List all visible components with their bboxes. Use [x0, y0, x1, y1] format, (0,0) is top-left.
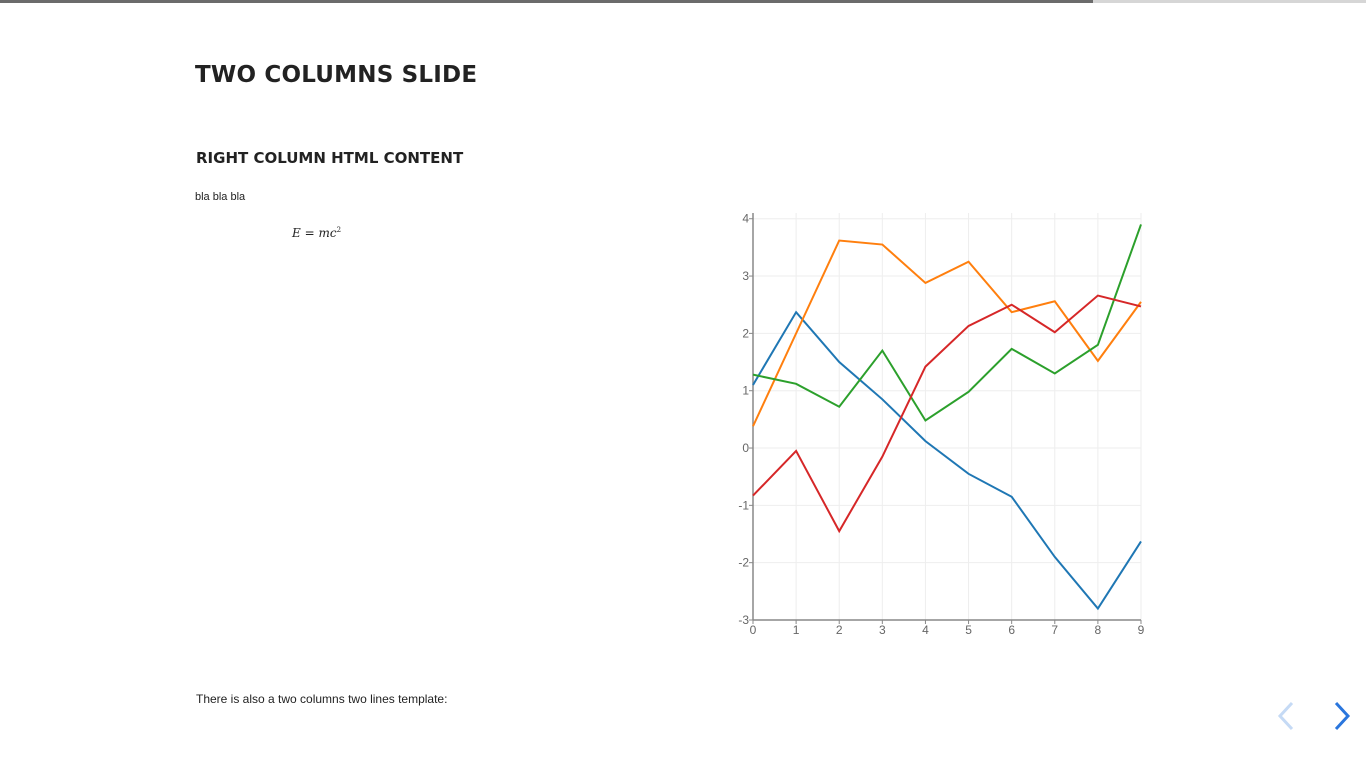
series-line-2: [752, 239, 1142, 427]
y-tick-label: 2: [742, 326, 749, 340]
equation-equals: =: [304, 226, 319, 240]
progress-bar-fill: [0, 0, 1093, 3]
x-tick-label: 1: [793, 623, 800, 637]
x-tick-label: 9: [1138, 623, 1145, 637]
x-tick-label: 6: [1008, 623, 1015, 637]
chart-series: [752, 224, 1142, 611]
series-line-3: [752, 224, 1142, 422]
y-tick-label: 3: [742, 269, 749, 283]
x-tick-label: 5: [965, 623, 972, 637]
equation: E = mc2: [292, 226, 341, 240]
equation-exponent: 2: [336, 226, 342, 234]
y-tick-label: 0: [742, 441, 749, 455]
section-subtitle: RIGHT COLUMN HTML CONTENT: [196, 149, 464, 167]
x-tick-label: 4: [922, 623, 929, 637]
y-tick-label: -1: [738, 498, 749, 512]
y-tick-label: -3: [738, 613, 749, 627]
x-tick-label: 7: [1051, 623, 1058, 637]
y-tick-label: -2: [738, 556, 749, 570]
line-chart: 0 1 2 3 4 5 6 7 8 9 -3 -2 -1 0 1 2 3 4: [738, 212, 1145, 637]
x-tick-label: 3: [879, 623, 886, 637]
chart-grid: [752, 213, 1142, 621]
y-tick-label: 1: [742, 384, 749, 398]
chevron-left-icon: [1277, 701, 1294, 731]
x-tick-label: 2: [836, 623, 843, 637]
x-tick-label: 8: [1095, 623, 1102, 637]
equation-rhs: mc: [318, 226, 337, 240]
previous-slide-button[interactable]: [1271, 699, 1305, 733]
equation-lhs: E: [292, 226, 301, 240]
chevron-right-icon: [1334, 701, 1351, 731]
series-line-4: [752, 294, 1142, 534]
chart-y-ticks: -3 -2 -1 0 1 2 3 4: [738, 212, 753, 627]
slide-title: TWO COLUMNS SLIDE: [195, 62, 478, 88]
series-line-1: [752, 310, 1142, 611]
progress-bar: [0, 0, 1366, 3]
body-text: bla bla bla: [195, 191, 246, 203]
next-slide-button[interactable]: [1325, 699, 1359, 733]
chart-x-ticks: 0 1 2 3 4 5 6 7 8 9: [750, 620, 1145, 637]
footer-text: There is also a two columns two lines te…: [196, 692, 448, 706]
x-tick-label: 0: [750, 623, 757, 637]
chart-axes: [752, 213, 1141, 621]
y-tick-label: 4: [742, 212, 749, 226]
